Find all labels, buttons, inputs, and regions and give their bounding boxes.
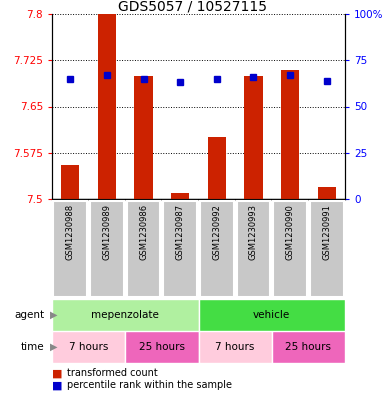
- Text: GSM1230988: GSM1230988: [66, 204, 75, 260]
- Bar: [54, 201, 87, 297]
- Bar: [90, 201, 124, 297]
- Text: time: time: [21, 342, 44, 352]
- Bar: [310, 201, 343, 297]
- Bar: [52, 331, 125, 363]
- Text: mepenzolate: mepenzolate: [91, 310, 159, 320]
- Text: ■: ■: [52, 369, 62, 378]
- Text: GSM1230990: GSM1230990: [286, 204, 295, 260]
- Text: GSM1230992: GSM1230992: [212, 204, 221, 260]
- Text: ▶: ▶: [50, 310, 58, 320]
- Text: percentile rank within the sample: percentile rank within the sample: [67, 380, 233, 391]
- Bar: [272, 331, 345, 363]
- Text: agent: agent: [14, 310, 44, 320]
- Bar: [244, 76, 263, 199]
- Text: GDS5057 / 10527115: GDS5057 / 10527115: [118, 0, 267, 13]
- Bar: [171, 193, 189, 199]
- Bar: [237, 201, 270, 297]
- Text: GSM1230987: GSM1230987: [176, 204, 185, 260]
- Bar: [200, 201, 234, 297]
- Text: 25 hours: 25 hours: [139, 342, 185, 352]
- Bar: [208, 137, 226, 199]
- Bar: [61, 165, 79, 199]
- Bar: [199, 299, 345, 331]
- Bar: [281, 70, 299, 199]
- Text: GSM1230989: GSM1230989: [102, 204, 111, 260]
- Bar: [52, 299, 199, 331]
- Bar: [273, 201, 307, 297]
- Text: 7 hours: 7 hours: [69, 342, 108, 352]
- Text: GSM1230993: GSM1230993: [249, 204, 258, 260]
- Bar: [127, 201, 161, 297]
- Bar: [134, 76, 153, 199]
- Text: 7 hours: 7 hours: [216, 342, 255, 352]
- Bar: [98, 14, 116, 199]
- Bar: [125, 331, 199, 363]
- Bar: [318, 187, 336, 199]
- Text: transformed count: transformed count: [67, 369, 158, 378]
- Text: 25 hours: 25 hours: [285, 342, 331, 352]
- Bar: [163, 201, 197, 297]
- Bar: [199, 331, 272, 363]
- Text: ■: ■: [52, 380, 62, 391]
- Text: GSM1230991: GSM1230991: [322, 204, 331, 260]
- Text: ▶: ▶: [50, 342, 58, 352]
- Text: vehicle: vehicle: [253, 310, 290, 320]
- Text: GSM1230986: GSM1230986: [139, 204, 148, 260]
